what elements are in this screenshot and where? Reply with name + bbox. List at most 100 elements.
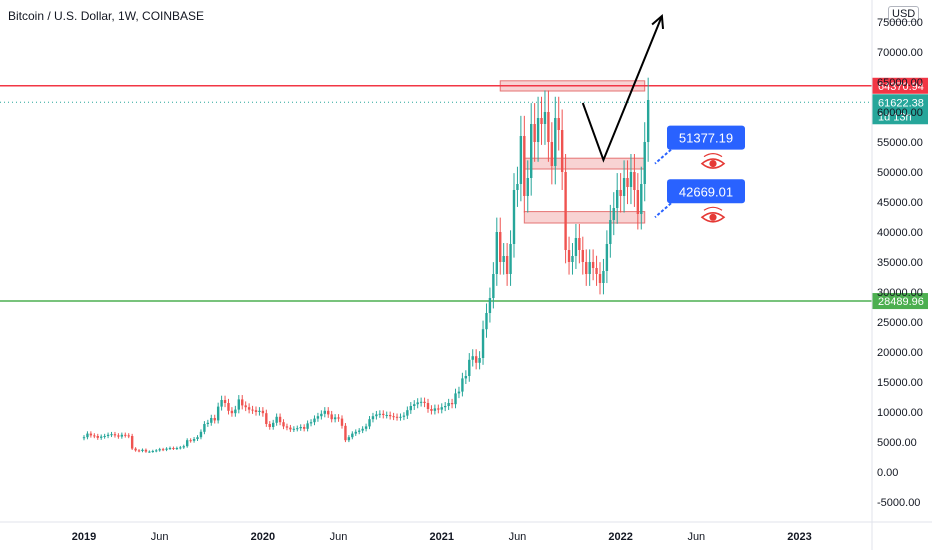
- candle: [337, 414, 340, 422]
- candle-body: [485, 313, 488, 330]
- candle: [413, 400, 416, 410]
- candle-body: [440, 407, 443, 410]
- candle-body: [110, 434, 113, 436]
- candle-body: [516, 184, 519, 190]
- candle: [560, 109, 564, 190]
- candle: [161, 447, 165, 452]
- candle: [502, 243, 505, 275]
- candle: [313, 415, 316, 426]
- candle: [540, 96, 543, 145]
- candle: [316, 412, 320, 422]
- candle: [292, 426, 296, 432]
- candle: [165, 447, 168, 452]
- candle-body: [337, 417, 340, 419]
- candle-body: [481, 329, 485, 358]
- candle: [120, 432, 124, 439]
- candle: [464, 370, 468, 385]
- candle-body: [313, 418, 316, 423]
- eye-pupil: [709, 160, 717, 168]
- candle: [602, 258, 605, 295]
- currency-badge[interactable]: USD: [888, 6, 920, 22]
- support-price-label: 28489.96: [878, 296, 924, 308]
- candle-body: [423, 401, 426, 403]
- candle: [481, 320, 485, 365]
- candle-body: [626, 178, 629, 187]
- price-tick-label: 20000.00: [877, 347, 923, 359]
- candle-body: [302, 427, 306, 429]
- candle: [523, 115, 526, 213]
- candle-body: [640, 184, 643, 214]
- candle: [591, 249, 595, 281]
- candle-body: [437, 408, 440, 410]
- candle: [519, 115, 523, 202]
- candle-body: [289, 427, 292, 430]
- candle: [254, 406, 258, 416]
- candle: [199, 429, 203, 440]
- time-tick-label: 2020: [251, 531, 275, 543]
- price-tick-label: 0.00: [877, 467, 898, 479]
- candle: [430, 405, 433, 415]
- price-tick-label: 60000.00: [877, 107, 923, 119]
- candle: [395, 413, 399, 421]
- candle: [619, 173, 622, 213]
- callout-51377: 51377.19: [654, 125, 745, 165]
- candle-body: [585, 262, 588, 274]
- chart-title: Bitcoin / U.S. Dollar, 1W, COINBASE: [8, 9, 205, 23]
- candle-body: [144, 449, 148, 452]
- candle: [454, 388, 457, 409]
- candle: [409, 402, 412, 414]
- candle: [86, 431, 89, 440]
- candle: [127, 433, 130, 439]
- candle: [457, 386, 461, 399]
- candle-body: [137, 450, 141, 452]
- candle-body: [93, 435, 96, 437]
- price-tick-label: 25000.00: [877, 317, 923, 329]
- candle-body: [426, 403, 430, 409]
- candle-body: [450, 403, 454, 405]
- candle-body: [175, 448, 179, 449]
- candle-body: [416, 402, 419, 405]
- candle-body: [388, 415, 392, 417]
- candle: [605, 230, 609, 284]
- candle-body: [512, 190, 516, 244]
- candle: [526, 160, 529, 213]
- candle: [144, 448, 148, 453]
- candle: [633, 154, 636, 207]
- candle-body: [316, 416, 320, 419]
- candle-body: [361, 428, 364, 431]
- callout-box: [667, 125, 745, 150]
- candle-body: [358, 430, 361, 432]
- candle: [547, 90, 550, 162]
- support-price-tag: [872, 293, 928, 310]
- candle-body: [292, 428, 296, 430]
- candle-body: [402, 415, 406, 417]
- candle-body: [230, 410, 234, 414]
- candle-body: [354, 431, 357, 434]
- candle: [340, 415, 344, 429]
- candle: [354, 429, 357, 436]
- candle: [278, 413, 282, 426]
- candle: [567, 236, 571, 275]
- candle-body: [567, 250, 571, 262]
- candle-body: [323, 410, 326, 414]
- candle: [382, 410, 385, 419]
- candle-body: [134, 448, 137, 451]
- resistance-price-label: 64370.94: [878, 81, 924, 93]
- candle: [282, 419, 285, 430]
- candle: [351, 431, 354, 440]
- candle-body: [278, 416, 282, 423]
- candle: [385, 411, 388, 419]
- candle-body: [199, 431, 203, 438]
- time-tick-label: Jun: [687, 531, 705, 543]
- time-axis: 2019 Jun 2020 Jun 2021 Jun 2022 Jun 2023: [0, 521, 932, 543]
- eye-outline: [700, 158, 726, 169]
- candle-body: [530, 124, 533, 178]
- candle: [89, 431, 93, 438]
- candle-body: [492, 274, 495, 298]
- candle: [244, 401, 247, 412]
- candle: [141, 448, 144, 453]
- candle: [309, 419, 313, 427]
- candle: [571, 243, 574, 275]
- candle: [509, 230, 512, 286]
